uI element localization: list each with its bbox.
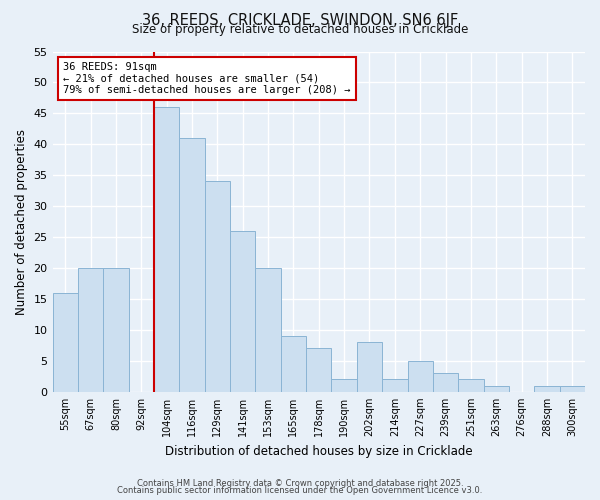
Bar	[103, 268, 128, 392]
Bar	[560, 386, 585, 392]
Bar	[230, 231, 256, 392]
Bar	[534, 386, 560, 392]
Bar	[484, 386, 509, 392]
Bar	[357, 342, 382, 392]
Bar	[407, 361, 433, 392]
Text: Contains HM Land Registry data © Crown copyright and database right 2025.: Contains HM Land Registry data © Crown c…	[137, 478, 463, 488]
Bar	[281, 336, 306, 392]
Bar	[256, 268, 281, 392]
Bar	[154, 107, 179, 392]
Bar	[179, 138, 205, 392]
Y-axis label: Number of detached properties: Number of detached properties	[15, 128, 28, 314]
Text: Contains public sector information licensed under the Open Government Licence v3: Contains public sector information licen…	[118, 486, 482, 495]
Bar	[53, 293, 78, 392]
Bar	[458, 380, 484, 392]
Bar	[78, 268, 103, 392]
Bar	[331, 380, 357, 392]
Bar	[433, 373, 458, 392]
Text: Size of property relative to detached houses in Cricklade: Size of property relative to detached ho…	[132, 22, 468, 36]
Bar	[306, 348, 331, 392]
Text: 36, REEDS, CRICKLADE, SWINDON, SN6 6JF: 36, REEDS, CRICKLADE, SWINDON, SN6 6JF	[142, 12, 458, 28]
Bar	[205, 182, 230, 392]
Text: 36 REEDS: 91sqm
← 21% of detached houses are smaller (54)
79% of semi-detached h: 36 REEDS: 91sqm ← 21% of detached houses…	[63, 62, 350, 95]
Bar	[382, 380, 407, 392]
X-axis label: Distribution of detached houses by size in Cricklade: Distribution of detached houses by size …	[165, 444, 473, 458]
